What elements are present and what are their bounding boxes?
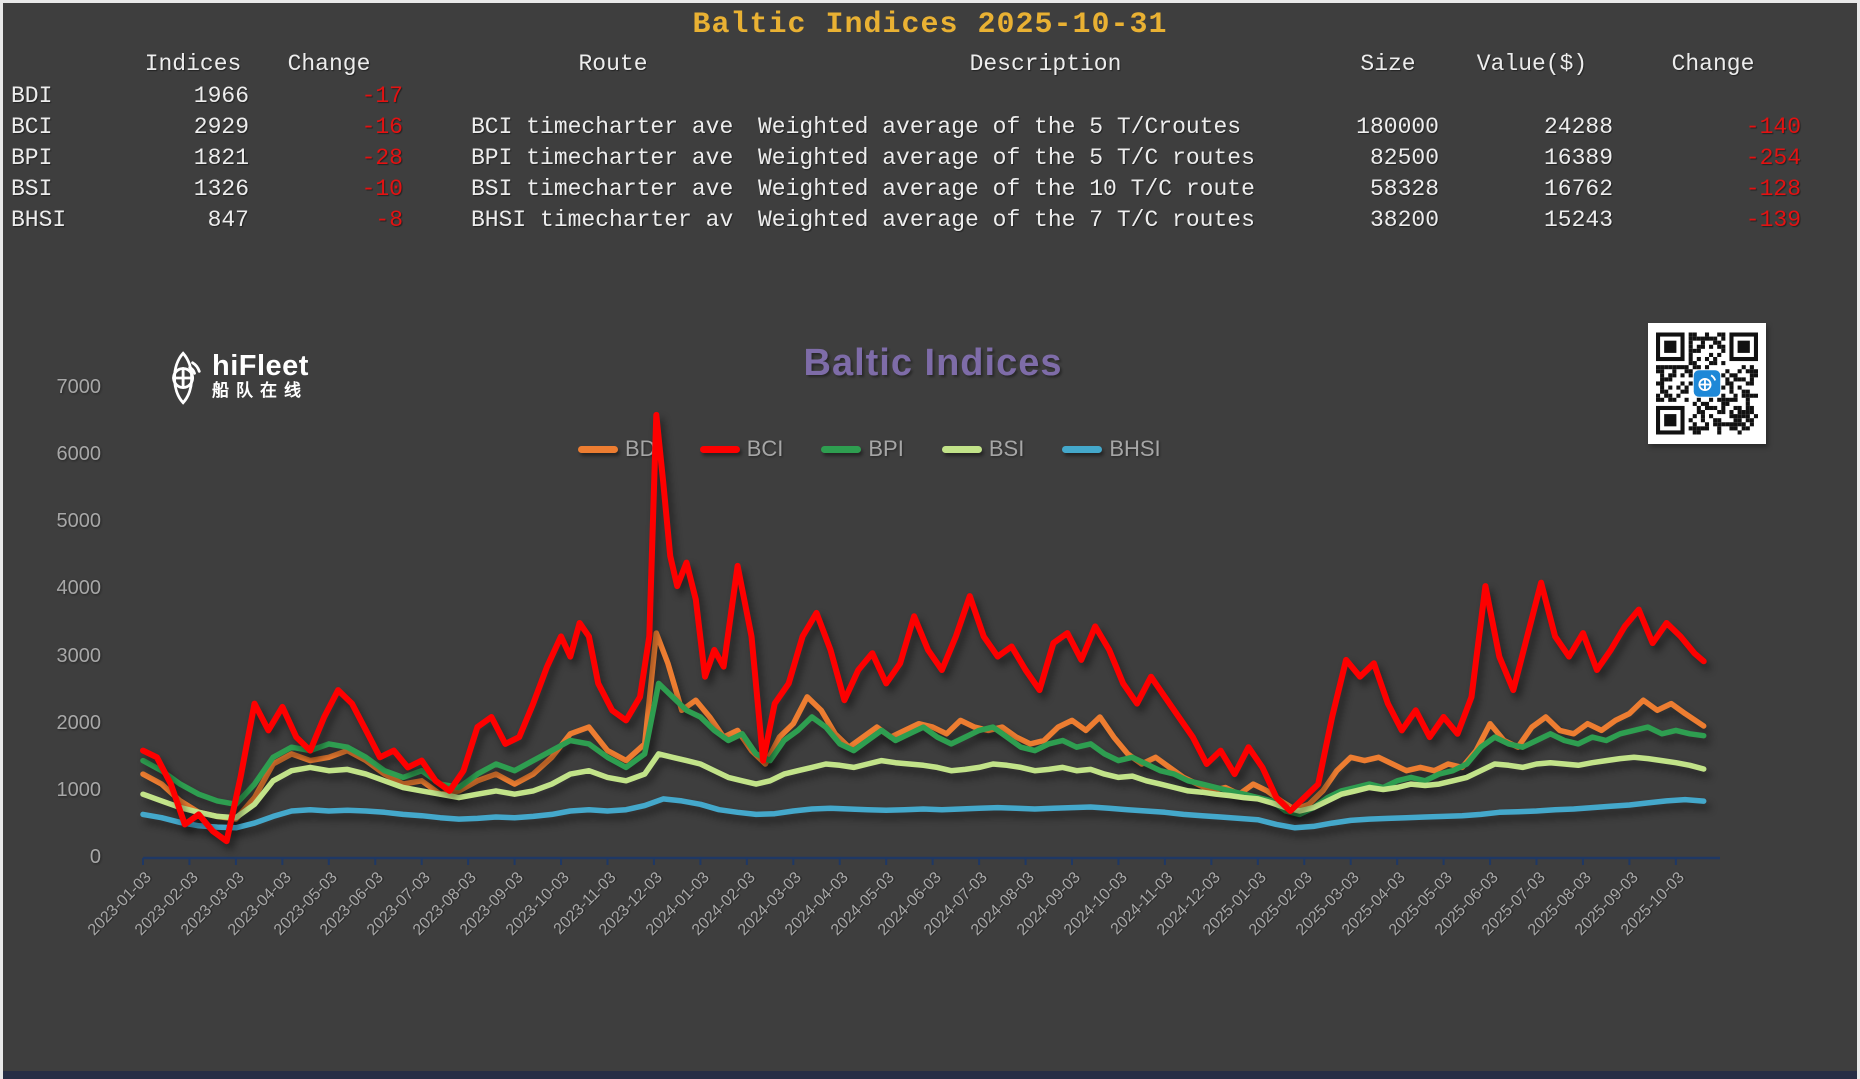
row-change: -16: [361, 114, 403, 140]
legend-label: BCI: [746, 436, 784, 461]
row-name: BHSI: [11, 207, 67, 233]
legend-label: BPI: [868, 436, 904, 461]
row-change: -17: [361, 83, 403, 109]
table-row: BPI 1821 -28 BPI timecharter ave Weighte…: [3, 143, 1813, 174]
row-index: 1821: [193, 145, 249, 171]
bci-line-swatch: [699, 445, 740, 453]
row-route: BHSI timecharter av: [471, 207, 734, 233]
row-index: 1966: [193, 83, 249, 109]
row-description: Weighted average of the 5 T/Croutes: [758, 114, 1242, 140]
row-route: BCI timecharter ave: [471, 114, 734, 140]
hifleet-subtitle-text: 船队在线: [212, 381, 308, 400]
legend-label: BDI: [625, 436, 662, 461]
header-blank: [3, 48, 133, 81]
row-size: [1333, 81, 1443, 112]
series-line-bdi: [140, 630, 1707, 822]
row-index: 847: [207, 207, 249, 233]
chart-title: Baltic Indices: [803, 342, 1063, 384]
bottom-accent-bar: [3, 1071, 1857, 1079]
row-size: 82500: [1369, 145, 1439, 171]
legend-item-bdi: BDI: [578, 436, 662, 462]
row-value: 16762: [1543, 176, 1613, 202]
table-header-row: Indices Change Route Description Size Va…: [3, 48, 1813, 81]
row-change: -28: [361, 145, 403, 171]
row-value: 16389: [1543, 145, 1613, 171]
legend-item-bhsi: BHSI: [1062, 436, 1161, 462]
hifleet-brand-text: hiFleet: [212, 350, 309, 382]
legend-label: BSI: [988, 436, 1025, 461]
page-title: Baltic Indices 2025-10-31: [692, 8, 1168, 42]
y-tick-label: 5000: [56, 510, 102, 532]
row-size: 38200: [1369, 207, 1439, 233]
series-line-bci: [140, 411, 1707, 845]
y-tick-label: 1000: [56, 779, 102, 801]
series-line-bhsi: [140, 796, 1707, 831]
legend-label: BHSI: [1109, 436, 1161, 461]
hifleet-globe-icon: [166, 351, 204, 410]
y-tick-label: 0: [89, 846, 101, 868]
row-value: 15243: [1543, 207, 1613, 233]
row-name: BSI: [11, 176, 53, 202]
y-tick-label: 3000: [56, 645, 102, 667]
chart-legend: BDI BCI BPI BSI BHSI: [578, 436, 1161, 462]
row-size: 180000: [1356, 114, 1439, 140]
row-name: BDI: [11, 83, 53, 109]
table-row: BHSI 847 -8 BHSI timecharter av Weighted…: [3, 205, 1813, 236]
y-tick-label: 7000: [56, 376, 102, 398]
legend-item-bci: BCI: [699, 436, 784, 462]
qr-code: [1648, 323, 1766, 444]
row-value-change: -140: [1745, 114, 1801, 140]
row-value: 24288: [1543, 114, 1613, 140]
row-value-change: [1621, 81, 1805, 112]
row-description: Weighted average of the 7 T/C routes: [758, 207, 1255, 233]
row-description: Weighted average of the 10 T/C route: [758, 176, 1255, 202]
row-value-change: -128: [1745, 176, 1801, 202]
row-size: 58328: [1369, 176, 1439, 202]
row-name: BCI: [11, 114, 53, 140]
row-value-change: -139: [1745, 207, 1801, 233]
table-row: BDI 1966 -17: [3, 81, 1813, 112]
series-line-bpi: [140, 680, 1707, 818]
row-index: 2929: [193, 114, 249, 140]
hifleet-logo: hiFleet 船队在线: [166, 351, 309, 410]
y-tick-label: 6000: [56, 443, 102, 465]
header-value: Value($): [1476, 51, 1588, 77]
legend-item-bsi: BSI: [941, 436, 1025, 462]
legend-item-bpi: BPI: [821, 436, 904, 462]
row-description: [755, 81, 1333, 112]
header-size: Size: [1360, 51, 1416, 77]
indices-table: Indices Change Route Description Size Va…: [3, 48, 1813, 236]
row-value-change: -254: [1745, 145, 1801, 171]
row-name: BPI: [11, 145, 53, 171]
row-change: -8: [375, 207, 403, 233]
series-line-bsi: [140, 751, 1707, 821]
row-value: [1443, 81, 1621, 112]
y-tick-label: 2000: [56, 712, 102, 734]
header-value-change: Change: [1671, 51, 1755, 77]
y-tick-label: 4000: [56, 577, 102, 599]
header-route: Route: [578, 51, 648, 77]
row-route: BSI timecharter ave: [471, 176, 734, 202]
header-indices: Indices: [144, 51, 242, 77]
row-description: Weighted average of the 5 T/C routes: [758, 145, 1255, 171]
header-change: Change: [287, 51, 371, 77]
row-change: -10: [361, 176, 403, 202]
row-route: BPI timecharter ave: [471, 145, 734, 171]
bdi-line-swatch: [578, 445, 618, 453]
row-index: 1326: [193, 176, 249, 202]
header-description: Description: [969, 51, 1122, 77]
table-row: BCI 2929 -16 BCI timecharter ave Weighte…: [3, 112, 1813, 143]
bhsi-line-swatch: [1062, 445, 1103, 453]
table-row: BSI 1326 -10 BSI timecharter ave Weighte…: [3, 174, 1813, 205]
bpi-line-swatch: [821, 445, 862, 453]
row-route: [405, 81, 755, 112]
bsi-line-swatch: [941, 445, 982, 453]
